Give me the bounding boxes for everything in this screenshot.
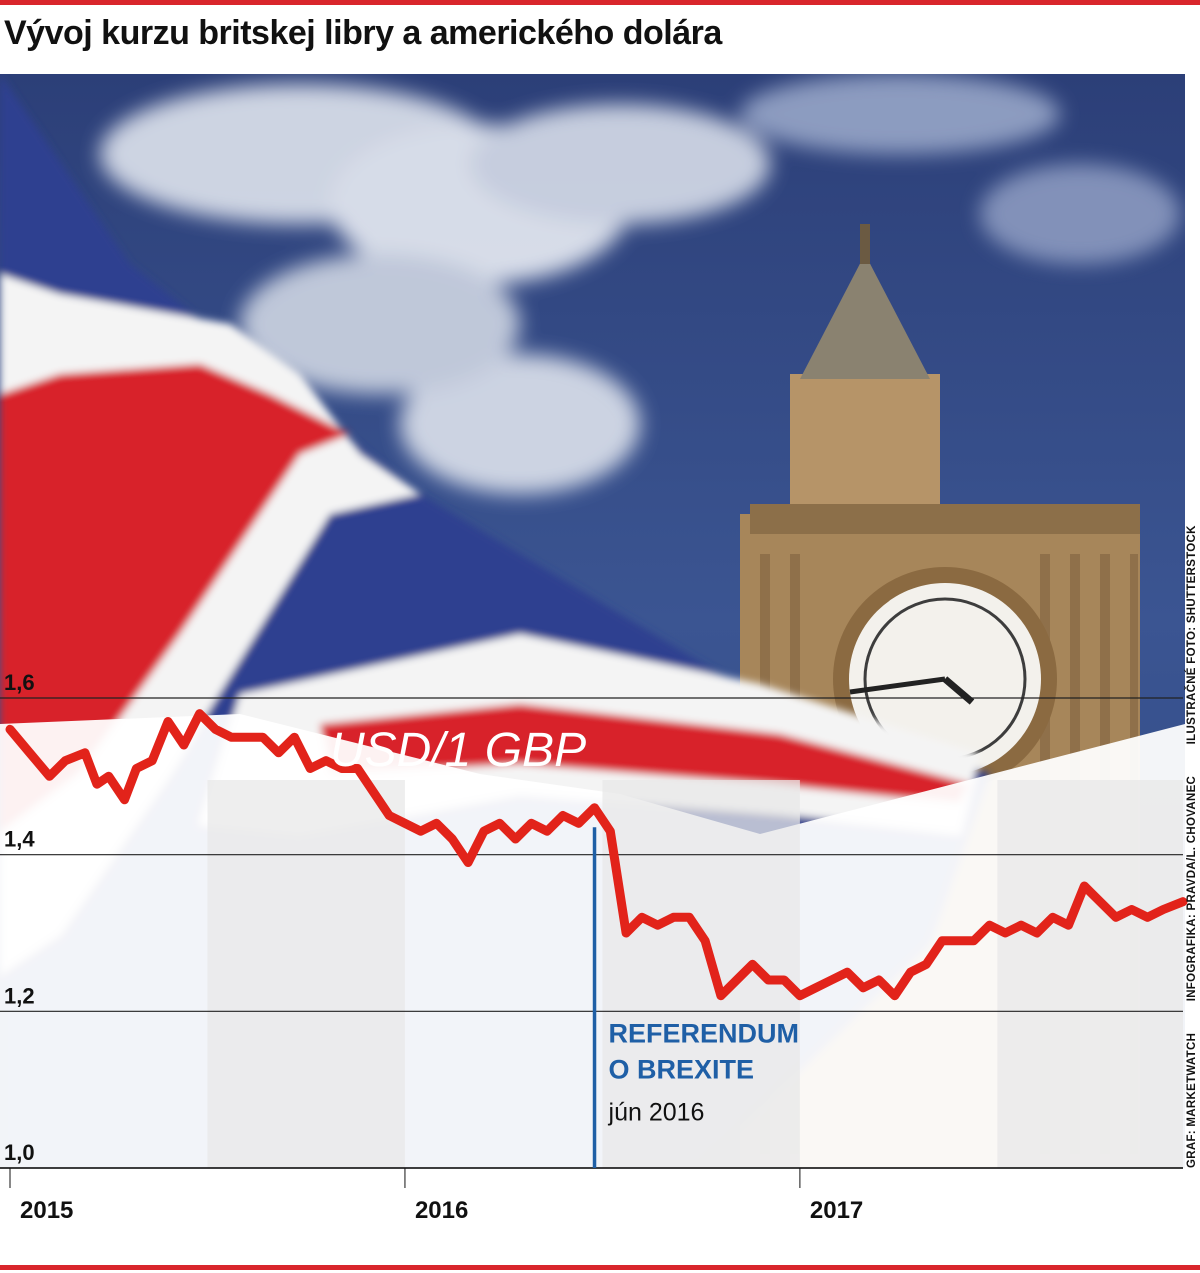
y-tick-label: 1,6 (4, 670, 35, 695)
credit-photo: ILUSTRAČNÉ FOTO: SHUTTERSTOCK (1186, 525, 1198, 745)
bottom-rule (0, 1265, 1200, 1270)
series-line-usd-gbp (5, 709, 1188, 1001)
year-band (997, 780, 1183, 1168)
y-axis-labels: 1,0 1,2 1,4 1,6 (4, 670, 35, 1165)
x-tick-label: 2017 (810, 1197, 863, 1224)
year-bands (207, 780, 1183, 1168)
x-tick-label: 2016 (415, 1197, 468, 1224)
x-axis-labels: 2015 2016 2017 (0, 1167, 1183, 1224)
annotation-layer: REFERENDUM O BREXITE jún 2016 (592, 827, 800, 1168)
year-band (207, 780, 405, 1168)
page-title: Vývoj kurzu britskej libry a amerického … (4, 14, 722, 52)
y-tick-label: 1,4 (4, 827, 35, 852)
series-layer (5, 709, 1188, 1001)
top-rule (0, 0, 1200, 5)
credit-source: GRAF: MARKETWATCH (1186, 1032, 1198, 1168)
annotation-label: O BREXITE (609, 1055, 755, 1085)
y-tick-label: 1,2 (4, 983, 35, 1008)
annotation-label: REFERENDUM (609, 1019, 800, 1049)
annotation-date: jún 2016 (608, 1099, 705, 1127)
clouds (100, 74, 1180, 494)
credit-graphics: INFOGRAFIKA: PRAVDA/L. CHOVANEC (1186, 775, 1198, 1002)
chart-title: USD/1 GBP (330, 724, 586, 777)
x-tick-label: 2015 (20, 1197, 73, 1224)
y-tick-label: 1,0 (4, 1140, 35, 1165)
